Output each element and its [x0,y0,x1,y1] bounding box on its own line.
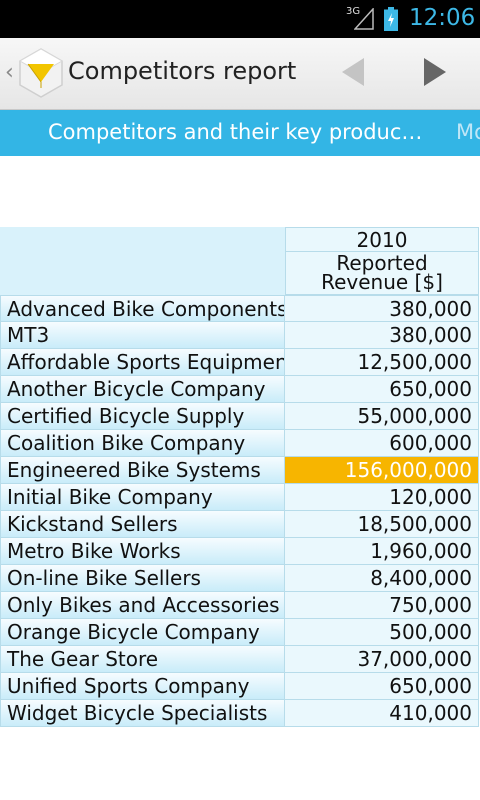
revenue-header-line2: Revenue [$] [321,270,443,294]
revenue-value: 600,000 [285,430,479,457]
revenue-value: 380,000 [285,295,479,322]
revenue-value: 500,000 [285,619,479,646]
revenue-value: 120,000 [285,484,479,511]
revenue-value: 1,960,000 [285,538,479,565]
app-logo-icon[interactable] [18,48,64,98]
tab-strip: Competitors and their key produc… Mo [0,110,480,156]
table-row[interactable]: Metro Bike Works 1,960,000 [0,538,480,565]
company-name: Certified Bicycle Supply [0,403,285,430]
table-row[interactable]: Orange Bicycle Company 500,000 [0,619,480,646]
table-row[interactable]: Unified Sports Company 650,000 [0,673,480,700]
company-name: Initial Bike Company [0,484,285,511]
table-row[interactable]: Certified Bicycle Supply 55,000,000 [0,403,480,430]
company-name: Unified Sports Company [0,673,285,700]
table-row[interactable]: Kickstand Sellers 18,500,000 [0,511,480,538]
table-body: Advanced Bike Components 380,000 MT3 380… [0,295,480,727]
revenue-value: 650,000 [285,673,479,700]
company-name: Engineered Bike Systems [0,457,285,484]
status-bar: 3G 12:06 [0,0,480,38]
company-name: Kickstand Sellers [0,511,285,538]
tab-competitors[interactable]: Competitors and their key produc… [48,120,423,144]
company-name: Another Bicycle Company [0,376,285,403]
company-name: The Gear Store [0,646,285,673]
action-bar: ‹ Competitors report [0,38,480,110]
previous-arrow-icon[interactable] [334,52,374,92]
table-corner-cell [0,227,285,295]
table-row[interactable]: The Gear Store 37,000,000 [0,646,480,673]
next-arrow-icon[interactable] [414,52,454,92]
revenue-value-highlighted[interactable]: 156,000,000 [285,457,479,484]
table-row[interactable]: Coalition Bike Company 600,000 [0,430,480,457]
revenue-value: 380,000 [285,322,479,349]
revenue-value: 37,000,000 [285,646,479,673]
company-name: Widget Bicycle Specialists [0,700,285,727]
company-name: Advanced Bike Components [0,295,285,322]
company-name: Orange Bicycle Company [0,619,285,646]
tab-more[interactable]: Mo [456,120,480,144]
table-row[interactable]: Engineered Bike Systems 156,000,000 [0,457,480,484]
table-row[interactable]: Initial Bike Company 120,000 [0,484,480,511]
battery-charging-icon [384,7,398,31]
revenue-value: 650,000 [285,376,479,403]
company-name: MT3 [0,322,285,349]
revenue-value: 18,500,000 [285,511,479,538]
company-name: Coalition Bike Company [0,430,285,457]
company-name: On-line Bike Sellers [0,565,285,592]
table-row[interactable]: Widget Bicycle Specialists 410,000 [0,700,480,727]
table-row[interactable]: On-line Bike Sellers 8,400,000 [0,565,480,592]
clock: 12:06 [409,5,476,31]
page-title: Competitors report [68,57,297,85]
table-row[interactable]: Another Bicycle Company 650,000 [0,376,480,403]
company-name: Metro Bike Works [0,538,285,565]
table-row[interactable]: MT3 380,000 [0,322,480,349]
revenue-value: 750,000 [285,592,479,619]
table-row[interactable]: Advanced Bike Components 380,000 [0,295,480,322]
table-row[interactable]: Affordable Sports Equipment 12,500,000 [0,349,480,376]
company-name: Only Bikes and Accessories [0,592,285,619]
company-name: Affordable Sports Equipment [0,349,285,376]
year-header: 2010 [285,227,479,252]
network-type-label: 3G [346,6,361,17]
table-row[interactable]: Only Bikes and Accessories 750,000 [0,592,480,619]
revenue-value: 8,400,000 [285,565,479,592]
revenue-value: 410,000 [285,700,479,727]
revenue-value: 12,500,000 [285,349,479,376]
up-chevron-icon[interactable]: ‹ [5,60,14,85]
revenue-header-line1: Reported [336,251,428,275]
revenue-header: Reported Revenue [$] [285,252,479,295]
revenue-value: 55,000,000 [285,403,479,430]
signal-icon [354,8,374,30]
